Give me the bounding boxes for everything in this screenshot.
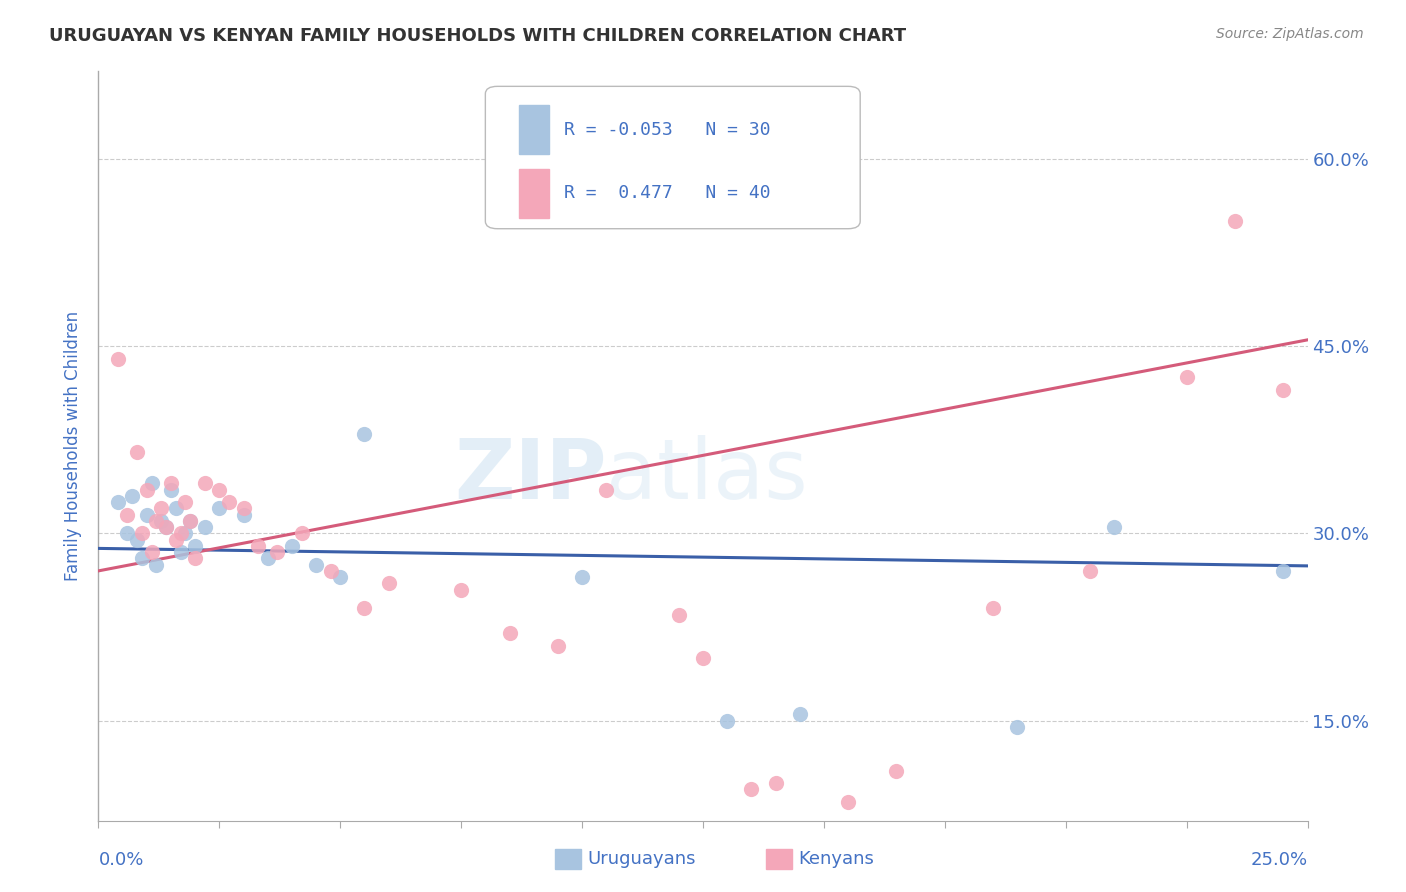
Point — [498, 626, 520, 640]
FancyBboxPatch shape — [519, 105, 550, 153]
Text: R = -0.053   N = 30: R = -0.053 N = 30 — [564, 120, 770, 138]
Point — [1102, 520, 1125, 534]
Point — [131, 551, 153, 566]
Point — [290, 526, 312, 541]
Point — [981, 601, 1004, 615]
Point — [353, 426, 375, 441]
Point — [141, 476, 163, 491]
Point — [174, 526, 197, 541]
Point — [668, 607, 690, 622]
Point — [184, 551, 207, 566]
Point — [377, 576, 399, 591]
Point — [135, 483, 157, 497]
Point — [208, 483, 231, 497]
Point — [165, 501, 187, 516]
Point — [1223, 214, 1246, 228]
Point — [155, 520, 177, 534]
Point — [716, 714, 738, 728]
Point — [155, 520, 177, 534]
Point — [165, 533, 187, 547]
Point — [117, 526, 139, 541]
Point — [141, 545, 163, 559]
Point — [247, 539, 270, 553]
Point — [127, 445, 149, 459]
FancyBboxPatch shape — [766, 849, 792, 869]
Text: Uruguayans: Uruguayans — [588, 850, 696, 868]
Point — [765, 776, 787, 790]
Point — [160, 476, 183, 491]
Point — [160, 483, 183, 497]
Text: R =  0.477   N = 40: R = 0.477 N = 40 — [564, 184, 770, 202]
Point — [450, 582, 472, 597]
Point — [107, 351, 129, 366]
Point — [169, 526, 191, 541]
Point — [174, 495, 197, 509]
Point — [740, 782, 762, 797]
Point — [131, 526, 153, 541]
Point — [1078, 564, 1101, 578]
Point — [571, 570, 593, 584]
Point — [232, 508, 254, 522]
Point — [150, 514, 173, 528]
Point — [1175, 370, 1198, 384]
Point — [789, 707, 811, 722]
Point — [145, 514, 167, 528]
Point — [121, 489, 143, 503]
Text: 25.0%: 25.0% — [1250, 851, 1308, 869]
Point — [208, 501, 231, 516]
Point — [1272, 564, 1295, 578]
Point — [1007, 720, 1029, 734]
Y-axis label: Family Households with Children: Family Households with Children — [65, 311, 83, 581]
Point — [179, 514, 201, 528]
Point — [281, 539, 304, 553]
Point — [127, 533, 149, 547]
FancyBboxPatch shape — [485, 87, 860, 228]
Point — [1272, 383, 1295, 397]
Point — [179, 514, 201, 528]
Text: Source: ZipAtlas.com: Source: ZipAtlas.com — [1216, 27, 1364, 41]
Text: Kenyans: Kenyans — [799, 850, 875, 868]
Text: atlas: atlas — [606, 435, 808, 516]
Point — [329, 570, 352, 584]
Point — [319, 564, 342, 578]
Point — [117, 508, 139, 522]
Point — [169, 545, 191, 559]
Point — [595, 483, 617, 497]
Point — [886, 764, 908, 778]
Point — [692, 651, 714, 665]
Point — [837, 795, 859, 809]
Point — [353, 601, 375, 615]
Point — [266, 545, 288, 559]
Point — [194, 476, 217, 491]
Point — [305, 558, 328, 572]
Text: ZIP: ZIP — [454, 435, 606, 516]
Point — [232, 501, 254, 516]
FancyBboxPatch shape — [555, 849, 581, 869]
Point — [135, 508, 157, 522]
Point — [256, 551, 278, 566]
Point — [145, 558, 167, 572]
Text: 0.0%: 0.0% — [98, 851, 143, 869]
Point — [107, 495, 129, 509]
Point — [194, 520, 217, 534]
FancyBboxPatch shape — [519, 169, 550, 218]
Point — [184, 539, 207, 553]
Text: URUGUAYAN VS KENYAN FAMILY HOUSEHOLDS WITH CHILDREN CORRELATION CHART: URUGUAYAN VS KENYAN FAMILY HOUSEHOLDS WI… — [49, 27, 907, 45]
Point — [218, 495, 240, 509]
Point — [547, 639, 569, 653]
Point — [150, 501, 173, 516]
